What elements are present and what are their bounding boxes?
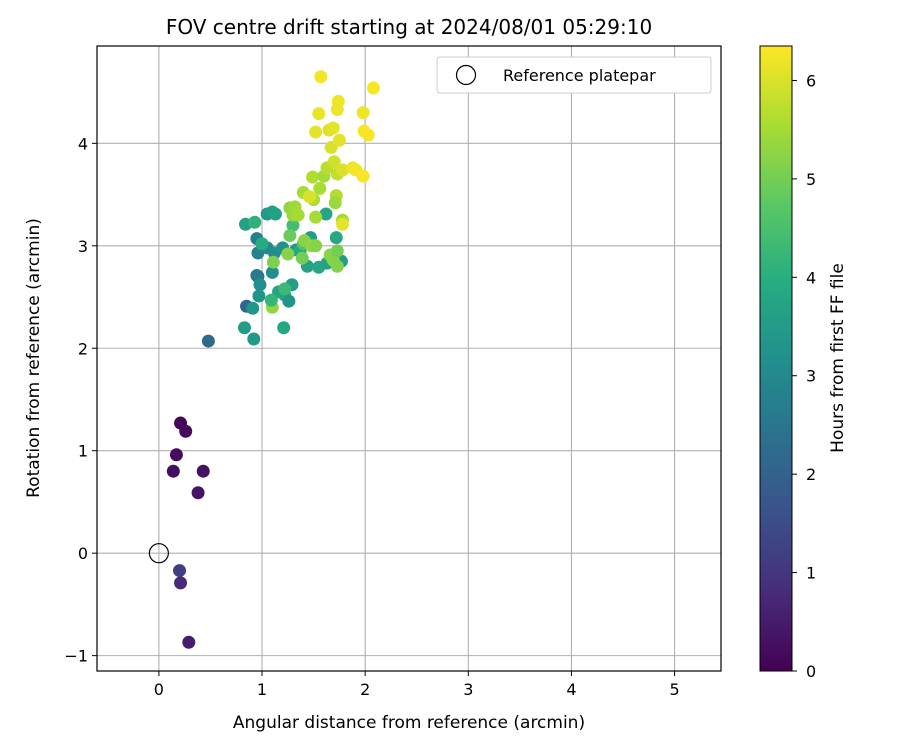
data-point xyxy=(246,301,260,315)
data-point xyxy=(179,424,193,438)
data-point xyxy=(182,635,196,649)
legend-label: Reference platepar xyxy=(503,66,656,85)
data-point xyxy=(169,448,183,462)
data-point xyxy=(166,464,180,478)
data-point xyxy=(248,215,262,229)
data-points xyxy=(166,70,380,649)
data-point xyxy=(312,107,326,121)
colorbar-tick-label: 1 xyxy=(806,564,816,583)
data-point xyxy=(291,208,305,222)
data-point xyxy=(174,576,188,590)
data-point xyxy=(253,278,267,292)
colorbar-label: Hours from first FF file xyxy=(828,263,848,453)
data-point xyxy=(196,464,210,478)
y-tick-label: 0 xyxy=(78,544,88,563)
data-point xyxy=(331,94,345,108)
plot-frame xyxy=(96,45,722,672)
data-point xyxy=(201,334,215,348)
data-point xyxy=(247,332,261,346)
x-axis-ticks: 0 1 2 3 4 5 xyxy=(154,671,680,699)
data-point xyxy=(309,210,323,224)
data-point xyxy=(330,244,344,258)
data-point xyxy=(266,255,280,269)
colorbar-gradient xyxy=(759,45,793,672)
data-point xyxy=(335,163,349,177)
data-point xyxy=(327,155,341,169)
data-point xyxy=(268,207,282,221)
x-tick-label: 4 xyxy=(566,680,576,699)
colorbar-ticks: 0 1 2 3 4 5 6 xyxy=(792,71,816,681)
x-tick-label: 3 xyxy=(463,680,473,699)
data-point xyxy=(173,564,187,578)
data-point xyxy=(286,218,300,232)
data-point xyxy=(309,125,323,139)
data-point xyxy=(330,259,344,273)
data-point xyxy=(356,106,370,120)
data-point xyxy=(237,321,251,335)
data-point xyxy=(309,239,323,253)
y-axis-ticks: −1 0 1 2 3 4 xyxy=(64,134,97,666)
data-point xyxy=(255,237,269,251)
data-point xyxy=(306,170,320,184)
data-point xyxy=(265,265,279,279)
legend-marker xyxy=(455,64,477,86)
x-tick-label: 5 xyxy=(669,680,679,699)
grid-lines xyxy=(97,46,721,671)
colorbar-tick-label: 6 xyxy=(806,71,816,90)
y-tick-label: −1 xyxy=(64,647,88,666)
data-point xyxy=(314,70,328,84)
data-point xyxy=(335,217,349,231)
chart-title: FOV centre drift starting at 2024/08/01 … xyxy=(166,15,652,39)
data-point xyxy=(281,247,295,261)
data-point xyxy=(329,231,343,245)
y-axis-label: Rotation from reference (arcmin) xyxy=(24,218,44,498)
data-point xyxy=(277,321,291,335)
x-tick-label: 1 xyxy=(257,680,267,699)
colorbar-tick-label: 4 xyxy=(806,268,816,287)
data-point xyxy=(313,181,327,195)
colorbar-tick-label: 3 xyxy=(806,367,816,386)
colorbar: 0 1 2 3 4 5 6 Hours from first FF file xyxy=(759,45,848,681)
colorbar-tick-label: 5 xyxy=(806,170,816,189)
data-point xyxy=(295,251,309,265)
data-point xyxy=(366,81,380,95)
legend-box xyxy=(436,56,712,94)
data-point xyxy=(252,289,266,303)
y-tick-label: 1 xyxy=(78,442,88,461)
data-point xyxy=(302,190,316,204)
data-point xyxy=(361,128,375,142)
x-axis-label: Angular distance from reference (arcmin) xyxy=(233,713,585,733)
reference-marker xyxy=(148,543,169,564)
data-point xyxy=(328,196,342,210)
y-tick-label: 3 xyxy=(78,237,88,256)
data-point xyxy=(283,229,297,243)
data-point xyxy=(319,207,333,221)
data-point xyxy=(278,282,292,296)
y-tick-label: 2 xyxy=(78,339,88,358)
legend: Reference platepar xyxy=(436,56,712,94)
colorbar-tick-label: 2 xyxy=(806,465,816,484)
data-point xyxy=(356,169,370,183)
y-tick-label: 4 xyxy=(78,134,88,153)
data-point xyxy=(282,294,296,308)
reference-platepar-marker xyxy=(148,543,169,564)
x-tick-label: 0 xyxy=(154,680,164,699)
x-tick-label: 2 xyxy=(360,680,370,699)
colorbar-tick-label: 0 xyxy=(806,662,816,681)
data-point xyxy=(264,293,278,307)
data-point xyxy=(332,133,346,147)
data-point xyxy=(191,486,205,500)
data-point xyxy=(326,121,340,135)
